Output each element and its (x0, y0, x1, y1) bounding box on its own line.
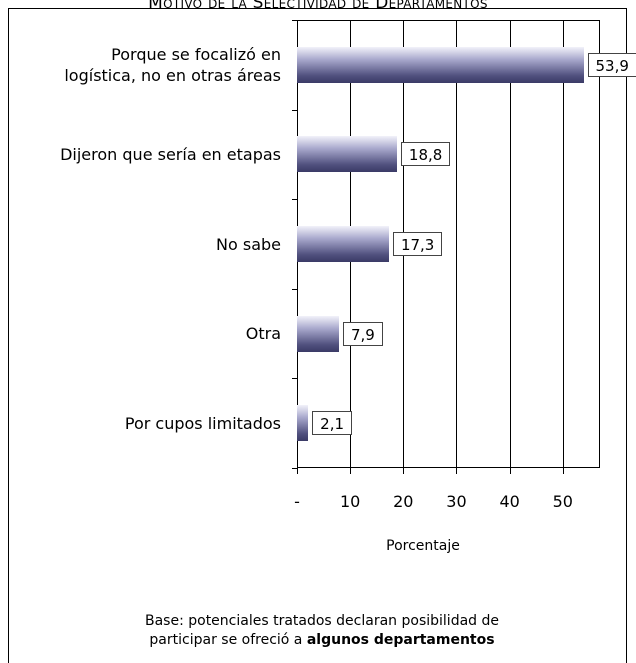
footnote: Base: potenciales tratados declaran posi… (8, 612, 636, 650)
y-tick-label: Otra (245, 324, 281, 344)
y-tick-mark (292, 20, 297, 21)
grid-line (562, 20, 564, 468)
x-tick-label: - (294, 492, 300, 511)
x-axis-label: Porcentaje (386, 538, 460, 554)
x-tick-mark (350, 468, 352, 474)
x-tick-label: 10 (339, 492, 361, 511)
chart-title: Motivo de la Selectividad de Departament… (148, 0, 488, 13)
bar (297, 46, 584, 83)
value-label: 53,9 (587, 52, 636, 77)
grid-line (509, 20, 511, 468)
bar (297, 315, 339, 352)
x-tick-label: 50 (552, 492, 573, 511)
bar (297, 136, 397, 173)
value-label: 17,3 (392, 232, 443, 256)
y-tick-mark (292, 109, 297, 111)
value-label: 7,9 (342, 321, 383, 346)
y-tick-mark (292, 199, 297, 201)
y-tick-label: Por cupos limitados (124, 413, 281, 433)
x-tick-label: 20 (393, 492, 414, 511)
bar (297, 226, 389, 262)
y-tick-label: Porque se focalizó en logística, no en o… (64, 44, 281, 85)
x-tick-mark (297, 468, 298, 474)
value-label: 2,1 (312, 411, 353, 436)
y-tick-mark (292, 288, 297, 290)
bar (297, 405, 309, 442)
footnote-text: Base: potenciales tratados declaran posi… (144, 613, 499, 648)
grid-line (456, 20, 458, 468)
x-tick-label: 40 (499, 492, 520, 511)
x-tick-mark (509, 468, 511, 474)
x-tick-mark (456, 468, 458, 474)
plot-area (297, 20, 600, 468)
y-tick-label: Dijeron que sería en etapas (60, 144, 281, 164)
value-label: 18,8 (400, 142, 451, 167)
x-tick-mark (562, 468, 564, 474)
y-tick-label: No sabe (216, 234, 281, 254)
frame (8, 8, 627, 663)
footnote-bold: algunos departamentos (306, 632, 495, 648)
y-tick-mark (292, 378, 297, 380)
x-tick-label: 30 (446, 492, 467, 511)
y-tick-mark (292, 468, 297, 469)
x-tick-mark (403, 468, 405, 474)
